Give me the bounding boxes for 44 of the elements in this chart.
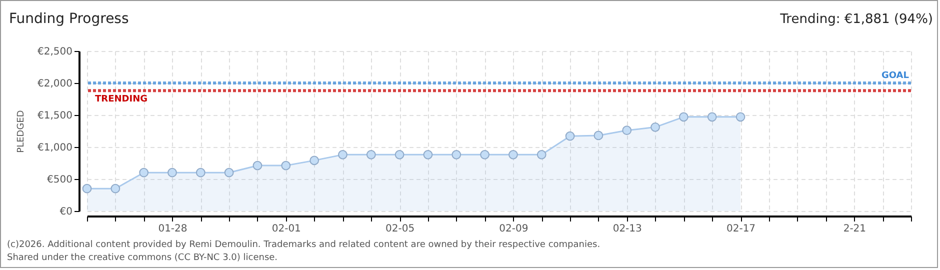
chart-title: Funding Progress [9,11,129,27]
point [224,168,234,178]
ref-line-label: TRENDING [95,94,148,105]
x-tick-label: 2-21 [843,224,866,234]
y-tick-label: €0 [60,206,72,218]
text: Shared under the creative commons (CC BY-NC 3.0) license. [7,253,278,263]
x-tick-label: 02-09 [499,224,528,234]
x-tick-label: 01-28 [158,224,188,234]
point [252,160,262,170]
x-tick-label: 02-17 [726,224,756,234]
point [679,112,688,122]
point [394,150,404,160]
y-axis-title: PLEDGED [16,110,27,153]
ref-line-label: GOAL [882,71,910,81]
point [366,150,376,160]
point [565,131,575,141]
point [452,150,462,160]
point [622,126,632,136]
point [736,112,746,122]
point [139,168,149,178]
y-tick-label: €2,500 [38,46,72,58]
point [480,150,490,160]
x-tick-label: 02-05 [386,224,415,234]
y-tick-label: €1,000 [38,142,72,154]
y-tick-label: €500 [47,174,72,186]
point [707,112,717,122]
text: Trending: €1,881 (94%) [779,12,933,27]
point [423,150,433,160]
point [594,130,604,140]
point [82,184,92,194]
x-tick-label: 02-01 [272,224,301,234]
x-tick-label: 02-13 [612,224,642,234]
text: (c)2026. Additional content provided by Remi Demoulin. Trademarks and related content are owned by their respective companies. [7,240,600,250]
point [650,122,660,132]
y-tick-label: €1,500 [38,110,72,122]
point [338,150,348,160]
point [196,168,206,178]
point [168,168,177,178]
y-tick-label: €2,000 [38,78,72,90]
point [110,184,120,194]
point [281,160,291,170]
point [536,150,546,160]
point [310,156,319,166]
point [508,150,518,160]
